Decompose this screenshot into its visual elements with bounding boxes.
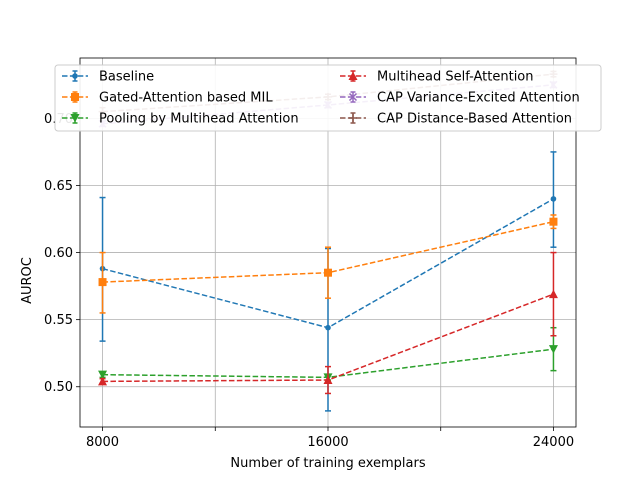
legend-label: Gated-Attention based MIL	[99, 91, 273, 106]
legend-item-3: Pooling by Multihead Attention	[62, 112, 299, 127]
data-point-marker	[98, 370, 108, 380]
data-point-marker	[550, 196, 557, 202]
data-point-marker	[549, 217, 558, 226]
legend-label: Multihead Self-Attention	[377, 70, 534, 85]
legend-item-4: Multihead Self-Attention	[340, 70, 534, 85]
legend-frame	[54, 64, 602, 132]
data-point-marker	[348, 71, 358, 80]
x-tick-label: 24000	[533, 435, 574, 450]
legend-item-2: Gated-Attention based MIL	[62, 91, 273, 106]
x-axis-label: Number of training exemplars	[230, 456, 425, 471]
legend-label: Pooling by Multihead Attention	[99, 112, 299, 127]
series-4	[98, 251, 558, 395]
legend: Baseline Gated-Attention based MIL Pooling…	[54, 64, 602, 132]
legend-item-6: CAP Distance-Based Attention	[340, 112, 572, 127]
y-tick-label: 0.55	[44, 313, 73, 328]
x-axis-ticks: 8000 16000 24000	[86, 427, 574, 450]
data-point-marker	[349, 114, 357, 122]
data-point-marker	[325, 324, 331, 331]
y-tick-label: 0.65	[44, 179, 73, 194]
y-tick-label: 0.50	[44, 380, 73, 395]
data-point-marker	[348, 92, 358, 102]
data-point-marker	[70, 114, 80, 123]
legend-item-1: Baseline	[62, 70, 154, 85]
data-point-marker	[98, 278, 107, 287]
data-point-marker	[323, 375, 333, 385]
legend-label: CAP Distance-Based Attention	[377, 112, 572, 127]
data-point-marker	[71, 93, 79, 101]
data-point-marker	[548, 289, 558, 299]
data-point-marker	[72, 73, 78, 79]
legend-label: CAP Variance-Excited Attention	[377, 91, 580, 106]
series-2	[98, 214, 558, 314]
data-point-marker	[98, 376, 108, 386]
y-axis-label: AUROC	[20, 257, 35, 304]
legend-item-5: CAP Variance-Excited Attention	[340, 91, 580, 106]
y-tick-label: 0.60	[44, 246, 73, 261]
data-point-marker	[324, 268, 332, 277]
data-point-marker	[548, 345, 558, 354]
x-tick-label: 16000	[307, 435, 348, 450]
x-tick-label: 8000	[86, 435, 119, 450]
legend-label: Baseline	[99, 70, 154, 85]
